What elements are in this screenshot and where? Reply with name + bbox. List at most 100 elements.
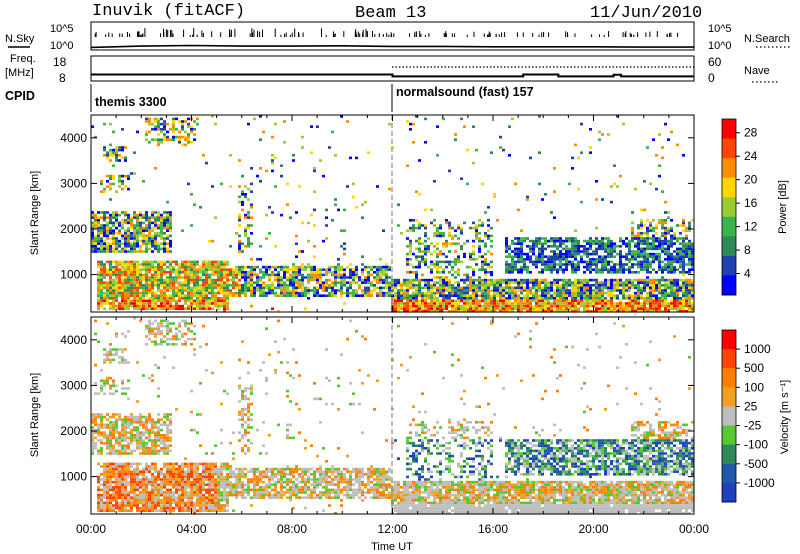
power-cell [613, 247, 616, 251]
power-cell [571, 245, 574, 248]
power-cell [220, 268, 223, 271]
power-cell [397, 310, 400, 313]
power-cell [169, 271, 172, 274]
power-cell [154, 239, 157, 243]
power-cell [160, 128, 163, 131]
power-cell [235, 281, 238, 284]
power-cell [382, 271, 385, 274]
power-cell [157, 133, 160, 136]
power-cell [169, 265, 172, 269]
power-cell [175, 291, 178, 295]
power-cell [508, 289, 511, 292]
velocity-cell [94, 444, 97, 447]
power-cell [601, 260, 604, 264]
power-cell [418, 263, 421, 266]
power-cell [211, 239, 214, 243]
power-cell [415, 258, 418, 261]
power-cell [565, 255, 568, 258]
power-cell [370, 289, 373, 292]
power-cell [115, 250, 118, 253]
power-cell [583, 302, 586, 305]
power-cell [97, 291, 100, 295]
power-cell [631, 252, 634, 256]
power-cell [115, 219, 118, 222]
power-cell [343, 278, 346, 282]
power-cell [472, 284, 475, 287]
velocity-cell [133, 499, 136, 502]
power-cell [634, 187, 637, 191]
power-cell [673, 291, 676, 295]
power-cell [187, 289, 190, 292]
power-cell [100, 263, 103, 266]
power-cell [436, 276, 439, 279]
power-cell [619, 252, 622, 256]
power-cell [436, 260, 439, 264]
power-cell [667, 245, 670, 248]
power-cell [547, 255, 550, 258]
power-cell [127, 232, 130, 235]
power-cell [166, 122, 169, 126]
velocity-cell [121, 475, 124, 479]
power-cell [430, 263, 433, 266]
power-cell [262, 289, 265, 292]
power-cell [433, 234, 436, 238]
velocity-cell [91, 428, 94, 432]
power-cell [355, 281, 358, 284]
power-cell [520, 271, 523, 274]
power-cell [214, 216, 217, 219]
power-cell [604, 278, 607, 282]
power-cell [331, 273, 334, 277]
power-cell [556, 297, 559, 300]
power-cell [409, 278, 412, 282]
power-cell [637, 284, 640, 287]
power-cell [142, 276, 145, 279]
power-cell [496, 284, 499, 287]
power-cell [523, 281, 526, 284]
power-cell [568, 304, 571, 308]
power-cell [214, 302, 217, 305]
power-cell [436, 232, 439, 235]
power-cell [541, 291, 544, 295]
power-cell [523, 263, 526, 266]
power-cell [688, 239, 691, 243]
power-cell [580, 122, 583, 126]
velocity-cell [94, 447, 97, 450]
power-cell [511, 310, 514, 313]
power-cell [505, 302, 508, 305]
power-cell [109, 297, 112, 300]
power-cell [448, 281, 451, 284]
power-cell [112, 278, 115, 282]
power-cell [220, 289, 223, 292]
power-cell [379, 286, 382, 290]
velocity-cell [115, 353, 118, 356]
power-cell [655, 286, 658, 290]
power-cell [388, 122, 391, 126]
power-cell [379, 291, 382, 295]
power-cell [172, 297, 175, 300]
power-cell [520, 286, 523, 290]
power-cell [685, 247, 688, 251]
power-cell [661, 299, 664, 303]
power-cell [499, 286, 502, 290]
power-cell [634, 237, 637, 240]
power-cell [514, 250, 517, 253]
velocity-cell [124, 465, 127, 468]
power-cell [487, 286, 490, 290]
power-cell [559, 268, 562, 271]
power-cell [154, 304, 157, 308]
power-cell [403, 310, 406, 313]
velocity-cell [118, 415, 121, 419]
power-cell [457, 255, 460, 258]
power-cell [130, 304, 133, 308]
power-cell [631, 271, 634, 274]
velocity-cell [94, 423, 97, 427]
power-cell [130, 232, 133, 235]
power-cell [328, 268, 331, 271]
power-cell [244, 193, 247, 196]
power-cell [112, 164, 115, 167]
power-cell [640, 268, 643, 271]
power-cell [259, 180, 262, 183]
power-cell [625, 245, 628, 248]
power-cell [472, 125, 475, 128]
